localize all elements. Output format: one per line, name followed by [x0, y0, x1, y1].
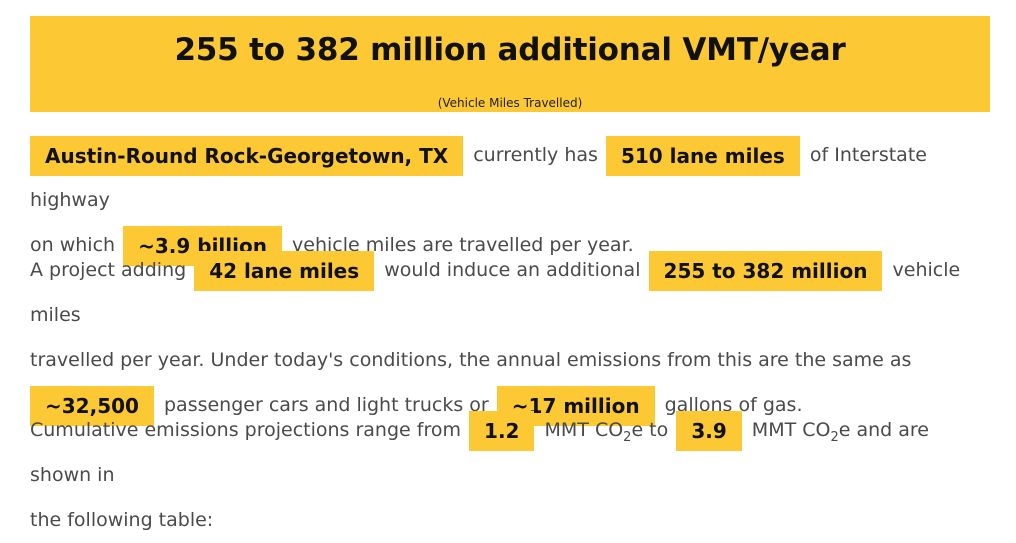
- summary-paragraph-2: A project adding 42 lane miles would ind…: [30, 248, 990, 428]
- headline-banner: 255 to 382 million additional VMT/year (…: [30, 16, 990, 112]
- paragraph-text: vehicle miles: [30, 259, 961, 326]
- paragraph-text: would induce an additional: [384, 259, 641, 281]
- added-lane-miles-highlight: 42 lane miles: [194, 250, 375, 291]
- paragraph-text: travelled per year. Under today's condit…: [30, 349, 912, 371]
- low-emissions-highlight: 1.2: [469, 410, 535, 451]
- paragraph-text: currently has: [473, 144, 598, 166]
- headline-title: 255 to 382 million additional VMT/year: [174, 32, 846, 68]
- paragraph-text: A project adding: [30, 259, 187, 281]
- paragraph-text: on which: [30, 234, 116, 256]
- paragraph-text: passenger cars and light trucks or: [163, 394, 489, 416]
- emissions-unit: MMT CO2e to: [544, 419, 669, 445]
- emissions-unit: MMT CO2e and are shown in: [30, 419, 929, 486]
- cars-equivalent-highlight: ~32,500: [30, 385, 154, 426]
- paragraph-text: of Interstate highway: [30, 144, 927, 211]
- lane-miles-highlight: 510 lane miles: [605, 135, 800, 176]
- paragraph-text: Cumulative emissions projections range f…: [30, 419, 461, 441]
- paragraph-text: vehicle miles are travelled per year.: [292, 234, 634, 256]
- induced-vmt-highlight: 255 to 382 million: [648, 250, 883, 291]
- headline-subtitle: (Vehicle Miles Travelled): [437, 96, 583, 110]
- metro-area-highlight: Austin-Round Rock-Georgetown, TX: [30, 135, 464, 176]
- paragraph-text: the following table:: [30, 509, 214, 531]
- high-emissions-highlight: 3.9: [676, 410, 742, 451]
- summary-paragraph-3: Cumulative emissions projections range f…: [30, 408, 990, 543]
